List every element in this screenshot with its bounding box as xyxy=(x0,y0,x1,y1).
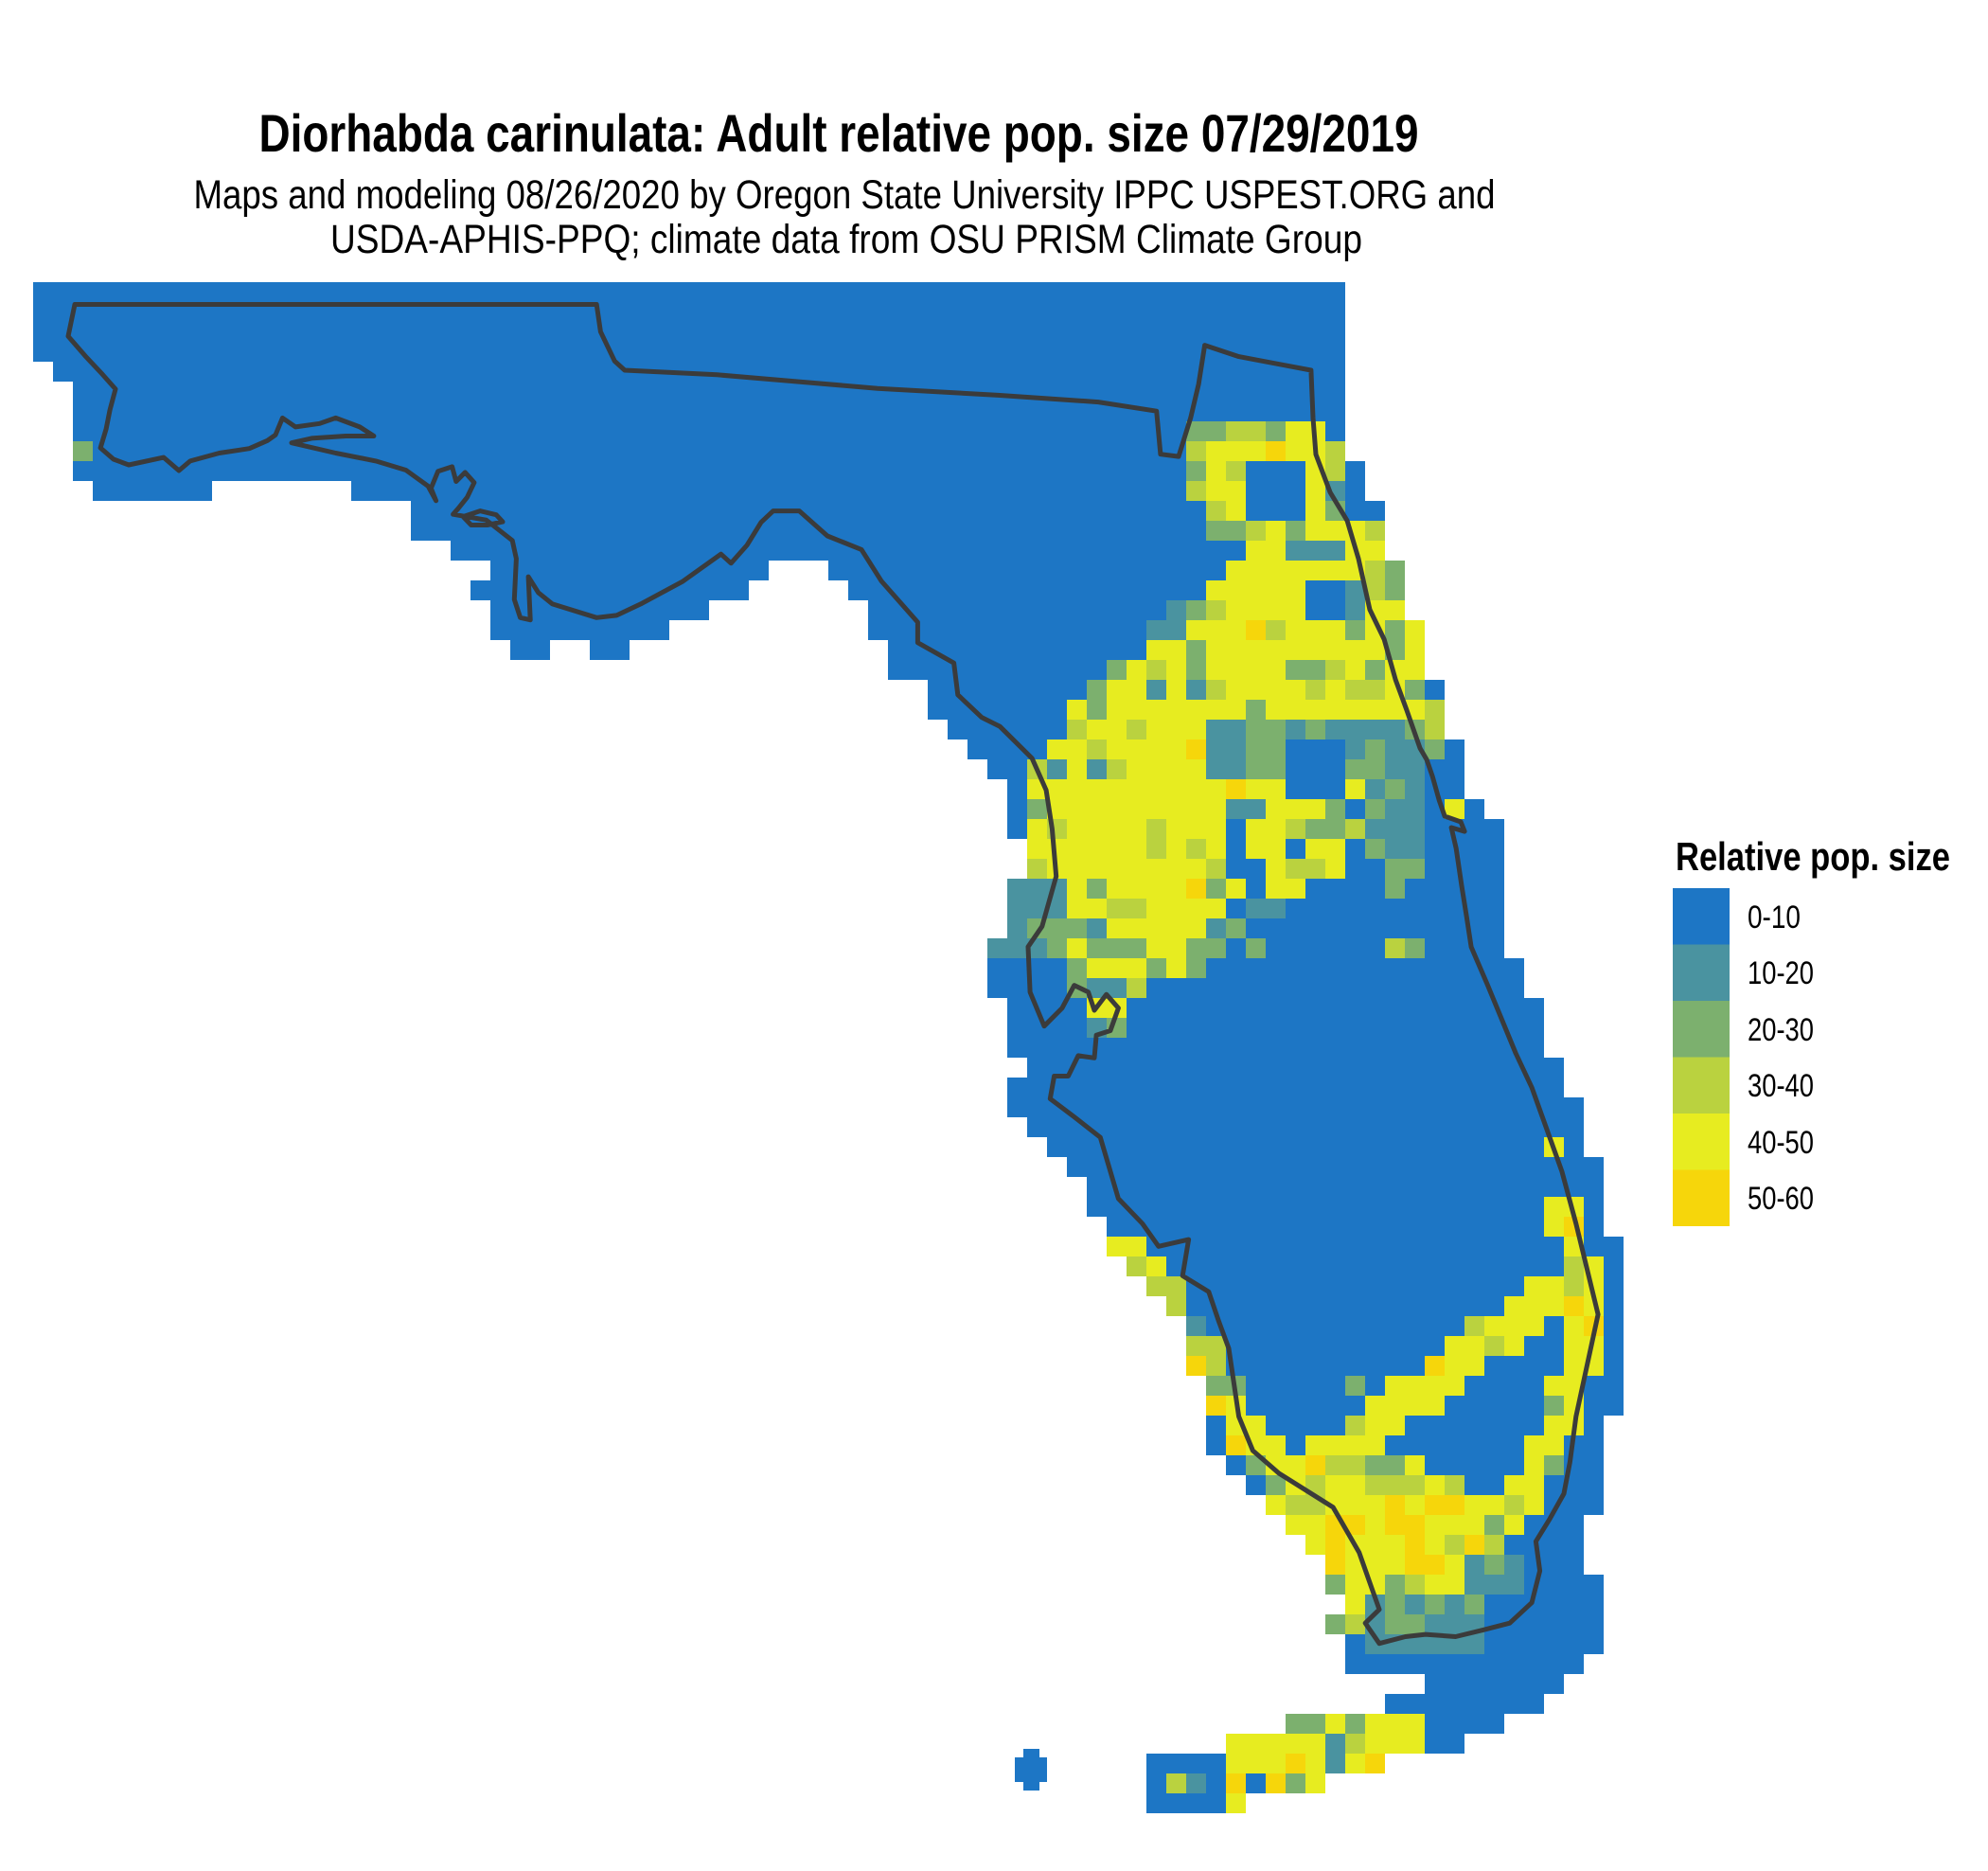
svg-text:10-20: 10-20 xyxy=(1748,955,1814,991)
svg-text:Relative pop. size: Relative pop. size xyxy=(1676,834,1950,879)
svg-text:30-40: 30-40 xyxy=(1748,1068,1814,1104)
svg-text:40-50: 40-50 xyxy=(1748,1125,1814,1161)
svg-text:Diorhabda carinulata: Adult re: Diorhabda carinulata: Adult relative pop… xyxy=(259,103,1419,163)
svg-text:Maps and modeling 08/26/2020 b: Maps and modeling 08/26/2020 by Oregon S… xyxy=(194,172,1496,218)
svg-text:50-60: 50-60 xyxy=(1748,1181,1814,1217)
svg-text:20-30: 20-30 xyxy=(1748,1012,1814,1048)
svg-text:USDA-APHIS-PPQ; climate data f: USDA-APHIS-PPQ; climate data from OSU PR… xyxy=(330,217,1362,262)
svg-text:0-10: 0-10 xyxy=(1748,900,1801,936)
